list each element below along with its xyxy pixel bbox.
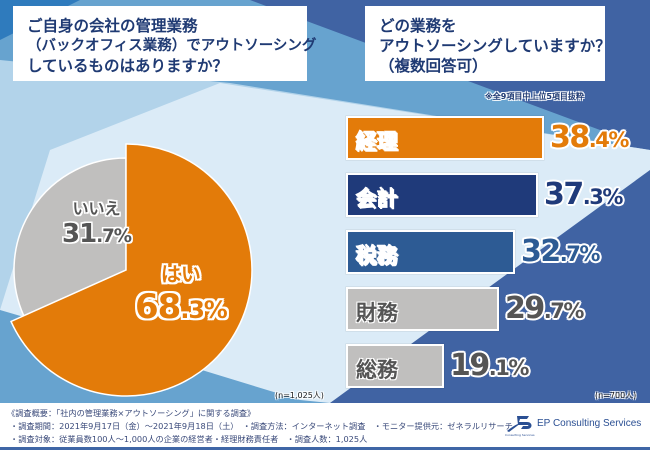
- bar-label: 経理: [356, 130, 398, 154]
- pie-no-dec: .7%: [96, 226, 132, 247]
- bar-chart: 経理 38.4% 会計 37.3% 税務 32.7% 財務 29.7% 総務 19.1%: [346, 116, 650, 396]
- company-logo: EP Consulting Services Consulting Servic…: [505, 414, 645, 438]
- question-box-right: どの業務を アウトソーシングしていますか？ （複数回答可）: [365, 6, 611, 81]
- top5-note: ※全9項目中上位5項目抜粋: [485, 92, 584, 101]
- bar-value-int: 38: [550, 120, 590, 155]
- footer-target-count: ・調査対象：従業員数100人～1,000人の企業の経営者・経理財務責任者 ・調査…: [10, 434, 368, 444]
- bar-value-label: 37.3%: [544, 177, 624, 212]
- question-left-line-1: ご自身の会社の管理業務: [27, 17, 198, 35]
- footer-title: 《調査概要：「社内の管理業務×アウトソーシング」に関する調査》: [7, 408, 256, 418]
- bar: 税務: [346, 230, 515, 274]
- pie-yes-dec: .3%: [180, 296, 227, 324]
- bar-value-label: 19.1%: [450, 348, 530, 383]
- ep-logo-icon: [507, 416, 532, 432]
- bar-label: 税務: [356, 244, 398, 268]
- bar-value-int: 19: [450, 348, 490, 383]
- pie-label-yes-category: はい: [160, 262, 201, 286]
- bar-value-label: 38.4%: [550, 120, 630, 155]
- bar-row: 会計 37.3%: [346, 173, 650, 219]
- footer-survey-summary: 《調査概要：「社内の管理業務×アウトソーシング」に関する調査》 ・調査期間：20…: [0, 403, 650, 450]
- bar-label: 総務: [356, 358, 398, 382]
- bar-value-int: 37: [544, 177, 584, 212]
- logo-text: EP Consulting Services: [537, 418, 642, 429]
- bar-row: 税務 32.7%: [346, 230, 650, 276]
- bar-label: 財務: [356, 301, 398, 325]
- bar-value-dec: .3%: [582, 185, 624, 209]
- pie-label-yes: はい 68.3%: [135, 258, 228, 327]
- question-right-line-3: （複数回答可）: [379, 57, 488, 75]
- bar-value-label: 32.7%: [521, 234, 601, 269]
- question-left-line-3: しているものはありますか？: [27, 57, 229, 75]
- question-right-line-1: どの業務を: [379, 17, 457, 35]
- bar: 経理: [346, 116, 544, 160]
- bar-value-dec: .1%: [488, 356, 530, 380]
- pie-label-yes-value: 68.3%: [135, 287, 228, 327]
- bar-value-dec: .7%: [559, 242, 601, 266]
- footer-period-method: ・調査期間：2021年9月17日（金）～2021年9月18日（土） ・調査方法：…: [10, 421, 513, 431]
- bar-value-label: 29.7%: [505, 291, 585, 326]
- pie-sample-size: (n=1,025人): [275, 391, 324, 400]
- bar: 財務: [346, 287, 499, 331]
- pie-slice-yes: [10, 143, 253, 397]
- pie-yes-int: 68: [135, 287, 181, 327]
- bar: 会計: [346, 173, 538, 217]
- bar-value-dec: .4%: [588, 128, 630, 152]
- bar-value-dec: .7%: [543, 299, 585, 323]
- pie-label-no-value: 31.7%: [62, 219, 132, 249]
- pie-label-no-category: いいえ: [72, 199, 121, 218]
- bar-value-int: 29: [505, 291, 545, 326]
- bar-row: 総務 19.1%: [346, 344, 650, 390]
- question-right-line-2: アウトソーシングしていますか？: [379, 37, 611, 55]
- bar-value-int: 32: [521, 234, 561, 269]
- bar-sample-size: (n=700人): [595, 391, 637, 400]
- bar-label: 会計: [356, 187, 398, 211]
- logo-subtext: Consulting Services: [505, 433, 535, 437]
- pie-slice-no: [13, 157, 127, 317]
- question-box-left: ご自身の会社の管理業務 （バックオフィス業務）でアウトソーシング しているものは…: [13, 6, 317, 81]
- bar-row: 財務 29.7%: [346, 287, 650, 333]
- bar: 総務: [346, 344, 444, 388]
- bar-row: 経理 38.4%: [346, 116, 650, 162]
- pie-no-int: 31: [62, 219, 97, 249]
- pie-chart: [10, 143, 253, 397]
- question-left-line-2: （バックオフィス業務）でアウトソーシング: [27, 38, 317, 54]
- pie-label-no: いいえ 31.7%: [62, 195, 132, 249]
